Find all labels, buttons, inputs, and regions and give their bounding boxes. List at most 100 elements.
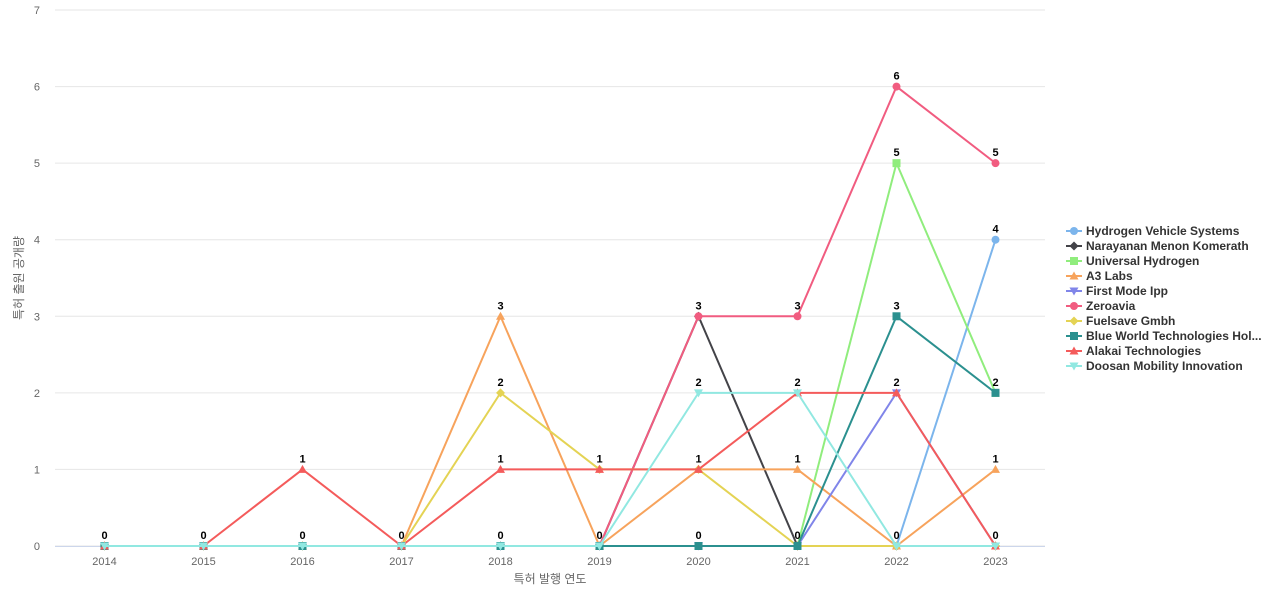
series-line[interactable] — [104, 162, 997, 547]
data-label: 3 — [794, 300, 800, 312]
data-point[interactable] — [397, 542, 406, 551]
legend-marker[interactable] — [1070, 302, 1078, 310]
data-point[interactable] — [496, 464, 505, 473]
data-label: 1 — [695, 453, 701, 465]
data-point[interactable] — [991, 464, 1000, 473]
data-label: 1 — [299, 453, 305, 465]
legend-label: Universal Hydrogen — [1086, 254, 1199, 268]
legend-label: Zeroavia — [1086, 299, 1136, 313]
data-point[interactable] — [694, 389, 703, 398]
data-label: 5 — [992, 147, 998, 159]
data-point[interactable] — [991, 388, 1000, 397]
legend-item[interactable]: Zeroavia — [1066, 299, 1136, 313]
legend-item[interactable]: Doosan Mobility Innovation — [1066, 359, 1243, 373]
data-label: 1 — [794, 453, 800, 465]
data-label: 1 — [497, 453, 503, 465]
y-tick-label: 2 — [34, 388, 40, 400]
x-tick-label: 2020 — [686, 556, 710, 568]
legend-marker[interactable] — [1070, 257, 1078, 265]
data-label: 6 — [893, 71, 899, 83]
data-point[interactable] — [892, 82, 901, 91]
legend-marker[interactable] — [1069, 271, 1079, 280]
x-tick-label: 2017 — [389, 556, 413, 568]
data-point[interactable] — [298, 464, 307, 473]
y-tick-label: 1 — [34, 464, 40, 476]
legend-label: Doosan Mobility Innovation — [1086, 359, 1243, 373]
data-point[interactable] — [892, 312, 901, 321]
data-label: 0 — [299, 530, 305, 542]
series-universal-hydrogen[interactable] — [100, 159, 1000, 550]
data-label: 2 — [794, 377, 800, 389]
data-label: 5 — [893, 147, 899, 159]
y-axis-ticks: 0 1 2 3 4 5 6 7 — [34, 5, 40, 553]
data-point[interactable] — [100, 542, 109, 551]
data-point[interactable] — [892, 542, 901, 551]
data-label: 3 — [497, 300, 503, 312]
data-point[interactable] — [892, 159, 901, 168]
data-point[interactable] — [694, 312, 703, 321]
data-label: 2 — [992, 377, 998, 389]
data-point[interactable] — [793, 464, 802, 473]
legend-label: Hydrogen Vehicle Systems — [1086, 224, 1240, 238]
data-point[interactable] — [595, 542, 604, 551]
data-label: 0 — [101, 530, 107, 542]
data-point[interactable] — [199, 542, 208, 551]
legend-item[interactable]: Hydrogen Vehicle Systems — [1066, 224, 1240, 238]
data-point[interactable] — [496, 311, 505, 320]
legend-label: Blue World Technologies Hol... — [1086, 329, 1262, 343]
x-tick-label: 2022 — [884, 556, 908, 568]
legend-item[interactable]: Alakai Technologies — [1066, 344, 1201, 358]
data-label: 4 — [992, 224, 999, 236]
data-point[interactable] — [793, 389, 802, 398]
legend-marker[interactable] — [1069, 241, 1079, 251]
y-tick-label: 0 — [34, 541, 40, 553]
x-tick-label: 2015 — [191, 556, 215, 568]
legend-item[interactable]: First Mode Ipp — [1066, 284, 1168, 298]
data-point[interactable] — [298, 542, 307, 551]
legend-item[interactable]: Narayanan Menon Komerath — [1066, 239, 1249, 253]
data-point[interactable] — [694, 542, 703, 550]
legend-marker[interactable] — [1069, 316, 1079, 326]
data-point[interactable] — [496, 388, 505, 398]
legend-marker[interactable] — [1070, 227, 1078, 235]
series-line[interactable] — [104, 391, 996, 547]
data-point[interactable] — [892, 388, 901, 397]
data-label: 0 — [200, 530, 206, 542]
legend-item[interactable]: Universal Hydrogen — [1066, 254, 1199, 268]
data-point[interactable] — [793, 542, 802, 550]
data-point[interactable] — [694, 464, 703, 473]
data-point[interactable] — [991, 235, 1000, 244]
data-label: 2 — [893, 377, 899, 389]
x-tick-label: 2021 — [785, 556, 809, 568]
y-axis-title: 특허 출원 공개량 — [12, 236, 26, 320]
legend-marker[interactable] — [1069, 287, 1079, 296]
series-doosan-mobility-innovation[interactable] — [100, 389, 1000, 551]
legend-marker[interactable] — [1069, 346, 1079, 355]
legend-label: A3 Labs — [1086, 269, 1133, 283]
series-line[interactable] — [104, 391, 997, 547]
data-point[interactable] — [496, 542, 505, 551]
legend-marker[interactable] — [1069, 362, 1079, 371]
legend-item[interactable]: Fuelsave Gmbh — [1066, 314, 1175, 328]
legend-label: Narayanan Menon Komerath — [1086, 239, 1249, 253]
legend-item[interactable]: A3 Labs — [1066, 269, 1133, 283]
data-label: 2 — [497, 377, 503, 389]
x-tick-label: 2019 — [587, 556, 611, 568]
legend-label: First Mode Ipp — [1086, 284, 1168, 298]
x-tick-label: 2014 — [92, 556, 116, 568]
series-group — [100, 82, 1000, 551]
data-label: 0 — [794, 530, 800, 542]
legend-label: Alakai Technologies — [1086, 344, 1201, 358]
data-label: 0 — [992, 530, 998, 542]
data-point[interactable] — [595, 464, 604, 473]
legend-label: Fuelsave Gmbh — [1086, 314, 1175, 328]
data-point[interactable] — [991, 542, 1000, 551]
data-point[interactable] — [991, 159, 1000, 168]
data-label: 3 — [695, 300, 701, 312]
data-label: 0 — [596, 530, 602, 542]
legend-item[interactable]: Blue World Technologies Hol... — [1066, 329, 1262, 343]
legend-marker[interactable] — [1070, 332, 1078, 340]
data-point[interactable] — [793, 312, 802, 321]
y-tick-label: 6 — [34, 82, 40, 94]
